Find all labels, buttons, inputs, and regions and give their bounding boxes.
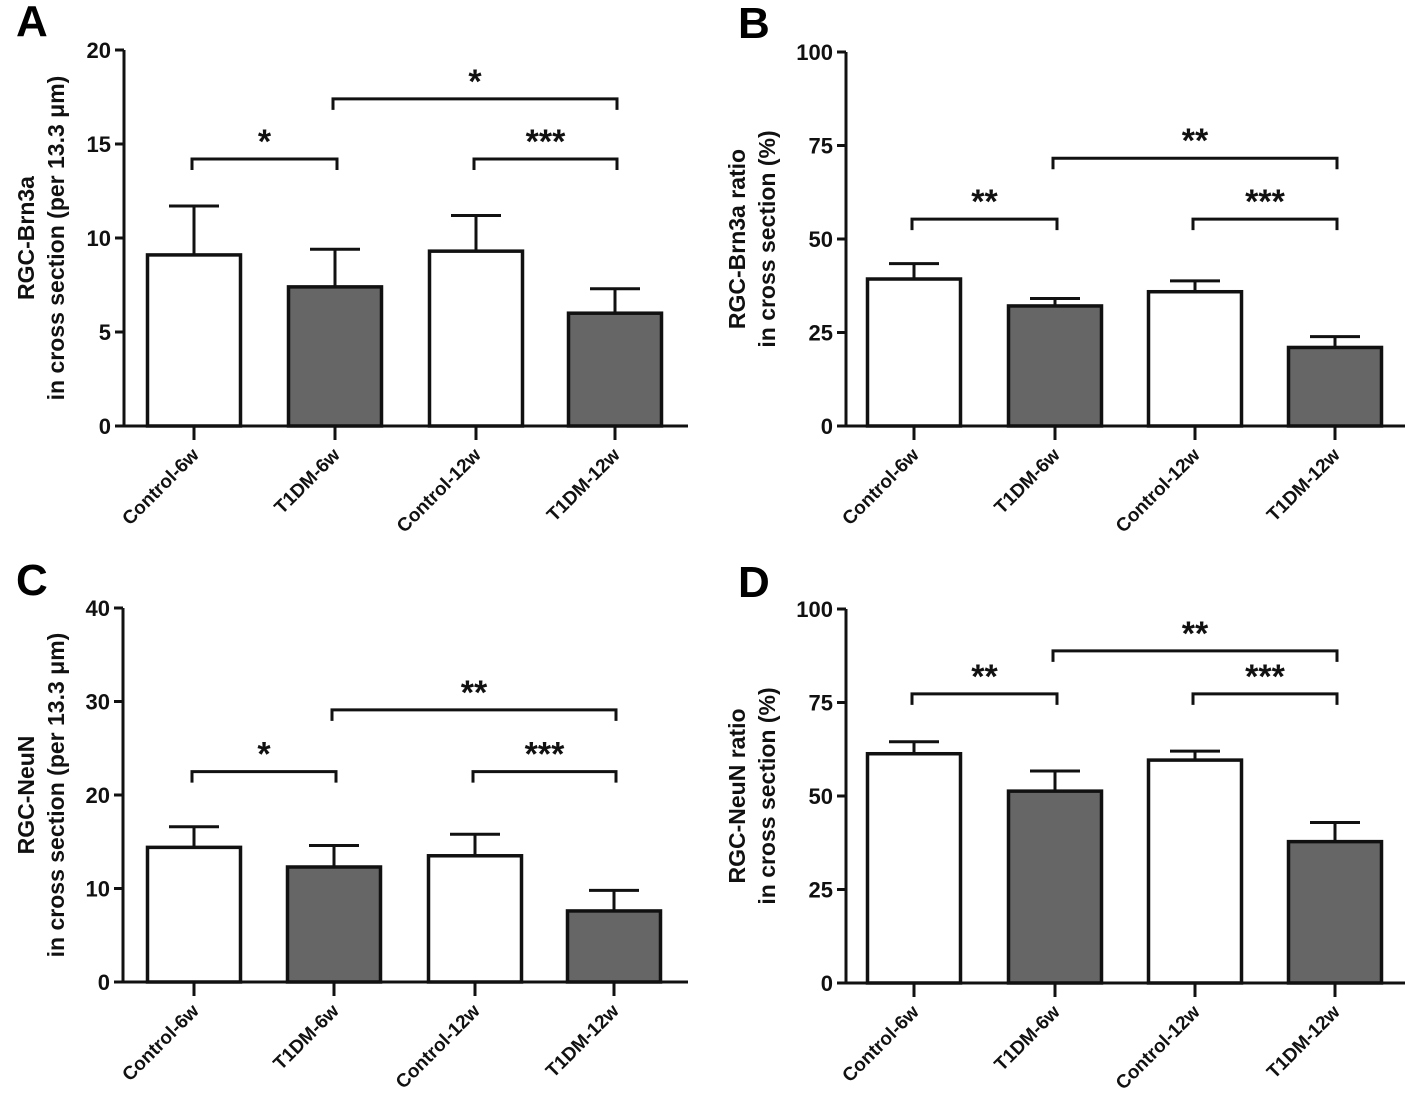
significance-bracket bbox=[330, 708, 618, 721]
x-tick-label: T1DM-6w bbox=[271, 445, 345, 519]
panel-letter: B bbox=[738, 0, 770, 48]
significance-label: * bbox=[257, 736, 271, 774]
significance-bracket bbox=[190, 770, 338, 783]
y-axis-title-line: in cross section (per 13.3 μm) bbox=[43, 633, 69, 958]
x-tick-label: T1DM-12w bbox=[1263, 445, 1344, 526]
bar-control-12w bbox=[1146, 758, 1244, 985]
y-axis-title-line: RGC-NeuN ratio bbox=[724, 708, 750, 883]
bar-control-6w bbox=[865, 751, 963, 985]
bar-control-12w bbox=[1146, 289, 1244, 428]
x-tick-label: T1DM-12w bbox=[543, 445, 624, 526]
y-tick-label: 25 bbox=[809, 321, 833, 346]
y-tick-label: 0 bbox=[99, 414, 111, 439]
y-tick-label: 10 bbox=[87, 226, 111, 251]
y-tick-label: 20 bbox=[86, 783, 110, 808]
panel-letter: A bbox=[16, 0, 48, 46]
y-tick-label: 25 bbox=[809, 878, 833, 903]
bar-t1dm-12w bbox=[1286, 345, 1384, 428]
significance-bracket bbox=[910, 692, 1059, 705]
bar-control-6w bbox=[865, 277, 963, 428]
x-tick-label: Control-12w bbox=[392, 1001, 485, 1094]
significance-bracket bbox=[1191, 217, 1339, 231]
bar-control-12w bbox=[426, 854, 524, 984]
significance-bracket bbox=[1051, 649, 1339, 662]
bar-control-12w bbox=[427, 249, 525, 428]
y-tick-label: 50 bbox=[809, 227, 833, 252]
significance-label: *** bbox=[1245, 183, 1285, 221]
x-tick-label: T1DM-12w bbox=[542, 1001, 623, 1082]
x-tick-label: T1DM-6w bbox=[991, 445, 1065, 519]
y-axis-title-line: RGC-Brn3a bbox=[13, 176, 39, 300]
y-tick-label: 0 bbox=[821, 414, 833, 439]
panel-d: D RGC-NeuN ratio in cross section (%) 0 25 50… bbox=[724, 558, 1405, 1094]
significance-bracket bbox=[471, 770, 618, 783]
y-tick-label: 75 bbox=[809, 134, 833, 159]
significance-label: ** bbox=[971, 658, 998, 696]
y-tick-label: 40 bbox=[86, 596, 110, 621]
significance-label: *** bbox=[1245, 658, 1285, 696]
x-tick-label: Control-6w bbox=[839, 1002, 924, 1087]
x-tick-label: T1DM-6w bbox=[991, 1002, 1065, 1076]
panel-letter: C bbox=[16, 556, 48, 605]
significance-label: ** bbox=[971, 183, 998, 221]
y-axis-title-line: RGC-Brn3a ratio bbox=[724, 149, 750, 329]
bar-control-6w bbox=[145, 253, 243, 428]
y-axis-title-line: in cross section (%) bbox=[754, 687, 780, 904]
bar-t1dm-6w bbox=[1006, 789, 1104, 985]
x-tick-label: T1DM-6w bbox=[270, 1001, 344, 1075]
bar-t1dm-6w bbox=[286, 285, 384, 428]
significance-bracket bbox=[910, 217, 1059, 231]
bar-t1dm-6w bbox=[1006, 304, 1104, 428]
y-tick-label: 10 bbox=[86, 877, 110, 902]
significance-label: * bbox=[258, 123, 272, 161]
significance-label: ** bbox=[1182, 615, 1209, 653]
x-tick-label: T1DM-12w bbox=[1263, 1002, 1344, 1083]
y-tick-label: 100 bbox=[796, 40, 833, 65]
y-tick-label: 75 bbox=[809, 691, 833, 716]
y-axis-title-line: RGC-NeuN bbox=[13, 736, 39, 855]
x-tick-label: Control-12w bbox=[1112, 1002, 1205, 1095]
significance-bracket bbox=[331, 97, 619, 110]
y-axis-title-line: in cross section (per 13.3 μm) bbox=[43, 76, 69, 401]
panel-letter: D bbox=[738, 558, 770, 607]
significance-bracket bbox=[1051, 156, 1339, 170]
significance-label: *** bbox=[526, 123, 566, 161]
significance-label: * bbox=[468, 63, 482, 101]
bar-t1dm-6w bbox=[285, 865, 383, 984]
x-tick-label: Control-6w bbox=[119, 445, 204, 530]
y-tick-label: 0 bbox=[98, 970, 110, 995]
significance-label: ** bbox=[461, 674, 488, 712]
significance-bracket bbox=[472, 157, 619, 171]
x-tick-label: Control-12w bbox=[393, 445, 486, 538]
y-tick-label: 100 bbox=[796, 597, 833, 622]
panel-a: A RGC-Brn3a in cross section (per 13.3 μm)… bbox=[13, 0, 688, 537]
y-tick-label: 0 bbox=[821, 971, 833, 996]
bar-t1dm-12w bbox=[566, 311, 664, 428]
y-tick-label: 5 bbox=[99, 320, 111, 345]
x-tick-label: Control-6w bbox=[839, 445, 924, 530]
panel-b: B RGC-Brn3a ratio in cross section (%) 0 25 5… bbox=[724, 0, 1405, 537]
bar-t1dm-12w bbox=[1286, 839, 1384, 985]
significance-bracket bbox=[190, 157, 339, 171]
panel-c: C RGC-NeuN in cross section (per 13.3 μm) 0… bbox=[13, 556, 688, 1093]
significance-label: ** bbox=[1182, 122, 1209, 160]
y-tick-label: 30 bbox=[86, 690, 110, 715]
y-tick-label: 15 bbox=[87, 132, 111, 157]
y-axis-title-line: in cross section (%) bbox=[754, 130, 780, 347]
bar-control-6w bbox=[145, 845, 243, 984]
y-tick-label: 50 bbox=[809, 784, 833, 809]
x-tick-label: Control-6w bbox=[119, 1001, 204, 1086]
y-tick-label: 20 bbox=[87, 38, 111, 63]
x-tick-label: Control-12w bbox=[1112, 445, 1205, 538]
bar-t1dm-12w bbox=[565, 909, 663, 984]
significance-label: *** bbox=[525, 736, 565, 774]
significance-bracket bbox=[1191, 692, 1339, 705]
